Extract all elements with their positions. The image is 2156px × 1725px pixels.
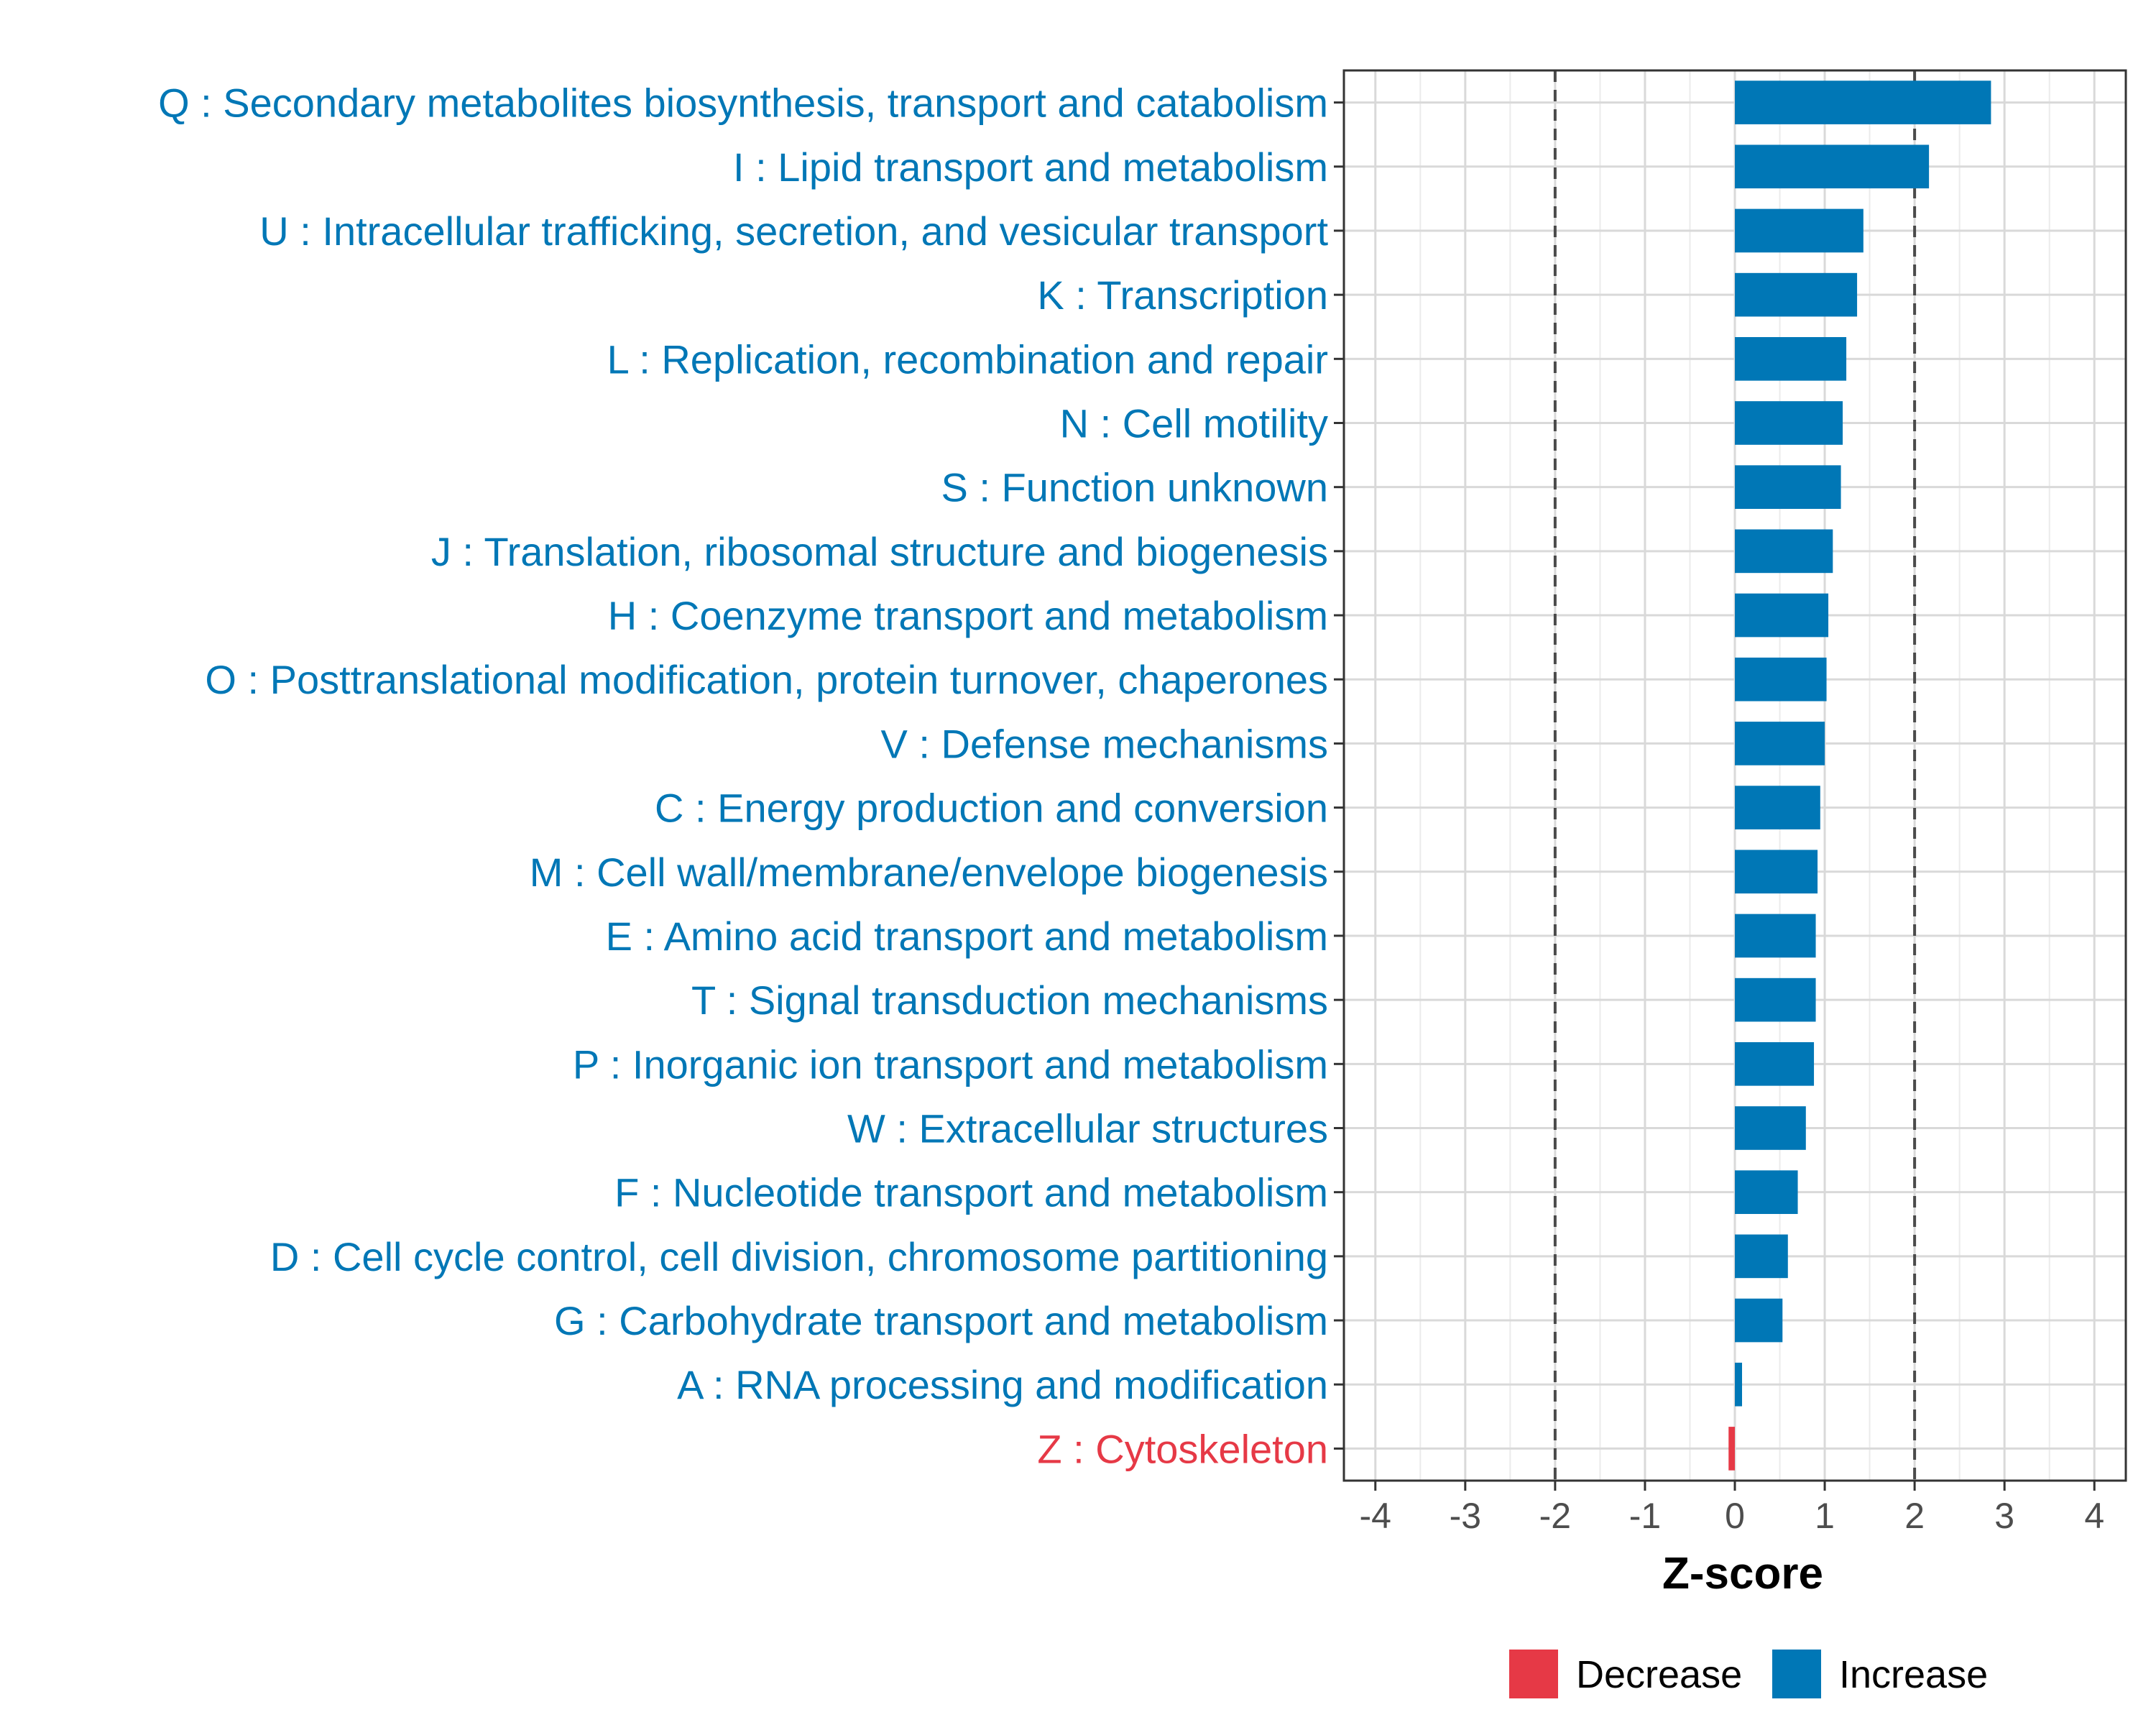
bar-j bbox=[1735, 529, 1833, 574]
bar-s bbox=[1735, 465, 1841, 510]
y-category-label: I : Lipid transport and metabolism bbox=[733, 144, 1328, 190]
bar-q bbox=[1735, 80, 1991, 124]
y-category-label: K : Transcription bbox=[1037, 272, 1328, 318]
x-tick-label: 3 bbox=[1994, 1496, 2014, 1536]
bar-w bbox=[1735, 1106, 1806, 1150]
bar-k bbox=[1735, 272, 1858, 317]
reference-lines bbox=[1553, 70, 1917, 1481]
bar-n bbox=[1735, 401, 1843, 445]
x-axis: -4 -3 -2 -1 0 1 2 3 4 bbox=[1360, 1481, 2104, 1536]
bar-t bbox=[1735, 978, 1816, 1022]
x-tick-label: 1 bbox=[1815, 1496, 1835, 1536]
y-category-label: S : Function unknown bbox=[941, 465, 1328, 510]
bar-d bbox=[1735, 1234, 1788, 1279]
y-category-label: G : Carbohydrate transport and metabolis… bbox=[554, 1298, 1328, 1343]
y-category-label: J : Translation, ribosomal structure and… bbox=[431, 529, 1328, 574]
x-tick-label: 0 bbox=[1725, 1496, 1745, 1536]
y-category-label: T : Signal transduction mechanisms bbox=[691, 978, 1328, 1023]
bar-g bbox=[1735, 1298, 1783, 1343]
legend-swatch-decrease bbox=[1509, 1650, 1558, 1698]
bar-i bbox=[1735, 144, 1930, 189]
x-tick-label: -1 bbox=[1629, 1496, 1661, 1536]
x-axis-title: Z-score bbox=[1662, 1549, 1823, 1598]
bar-o bbox=[1735, 657, 1827, 702]
x-tick-label: 4 bbox=[2084, 1496, 2104, 1536]
x-tick-label: -4 bbox=[1360, 1496, 1391, 1536]
bar-p bbox=[1735, 1041, 1815, 1086]
x-tick-label: -2 bbox=[1539, 1496, 1571, 1536]
y-category-label: N : Cell motility bbox=[1060, 401, 1328, 446]
bar-h bbox=[1735, 593, 1829, 638]
y-category-label: Q : Secondary metabolites biosynthesis, … bbox=[158, 80, 1328, 126]
bars bbox=[1728, 80, 1991, 1471]
y-category-label: M : Cell wall/membrane/envelope biogenes… bbox=[530, 850, 1328, 895]
legend: Decrease Increase bbox=[1509, 1650, 1988, 1698]
y-category-label: U : Intracellular trafficking, secretion… bbox=[259, 208, 1328, 254]
bar-z bbox=[1728, 1427, 1735, 1471]
y-category-label: Z : Cytoskeleton bbox=[1037, 1426, 1328, 1471]
y-category-label: F : Nucleotide transport and metabolism bbox=[614, 1170, 1328, 1215]
y-category-label: L : Replication, recombination and repai… bbox=[607, 336, 1328, 382]
y-category-label: C : Energy production and conversion bbox=[655, 786, 1328, 831]
y-category-label: E : Amino acid transport and metabolism bbox=[606, 914, 1328, 959]
bar-m bbox=[1735, 850, 1818, 894]
bar-c bbox=[1735, 786, 1820, 829]
y-category-label: O : Posttranslational modification, prot… bbox=[205, 657, 1328, 702]
bar-u bbox=[1735, 208, 1864, 253]
bar-l bbox=[1735, 336, 1847, 381]
bar-e bbox=[1735, 914, 1816, 958]
y-category-label: V : Defense mechanisms bbox=[881, 721, 1328, 766]
y-category-label: H : Coenzyme transport and metabolism bbox=[608, 593, 1328, 638]
x-tick-label: -3 bbox=[1450, 1496, 1481, 1536]
legend-label-increase: Increase bbox=[1839, 1653, 1988, 1696]
legend-label-decrease: Decrease bbox=[1576, 1653, 1742, 1696]
y-category-label: D : Cell cycle control, cell division, c… bbox=[270, 1234, 1328, 1279]
x-tick-label: 2 bbox=[1904, 1496, 1925, 1536]
bar-f bbox=[1735, 1170, 1798, 1215]
y-category-label: W : Extracellular structures bbox=[847, 1106, 1328, 1151]
y-category-label: P : Inorganic ion transport and metaboli… bbox=[573, 1041, 1328, 1087]
y-category-label: A : RNA processing and modification bbox=[677, 1362, 1328, 1407]
legend-swatch-increase bbox=[1772, 1650, 1821, 1698]
bar-v bbox=[1735, 722, 1825, 765]
bar-a bbox=[1735, 1362, 1743, 1407]
y-axis: Q : Secondary metabolites biosynthesis, … bbox=[158, 80, 1344, 1471]
